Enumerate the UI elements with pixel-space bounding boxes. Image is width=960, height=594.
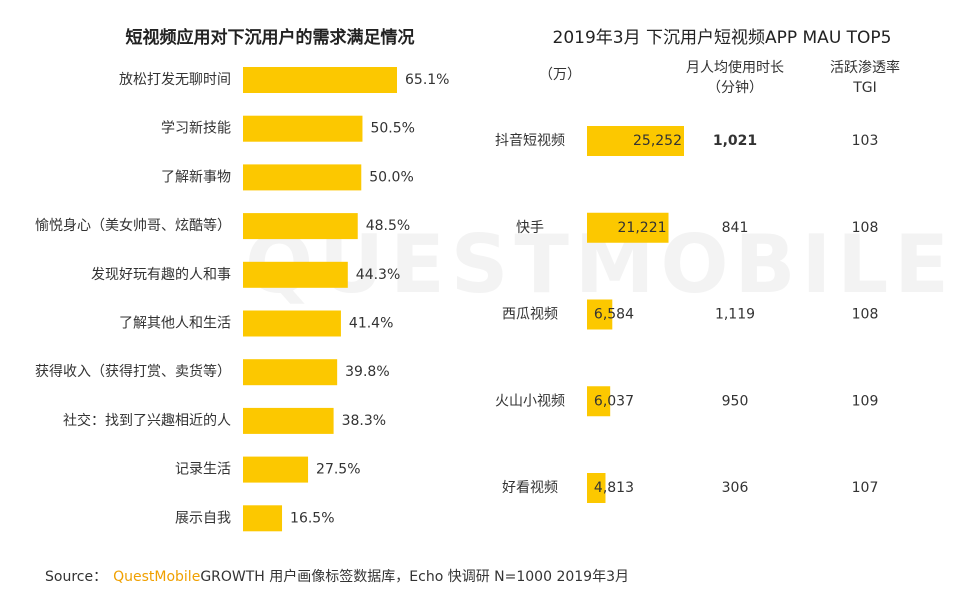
category-label: 展示自我 (175, 510, 231, 526)
value-label: 65.1% (405, 72, 449, 88)
source-brand: QuestMobile (113, 569, 200, 585)
category-label: 获得收入（获得打赏、卖货等） (35, 363, 231, 380)
bar (587, 473, 606, 503)
bar (587, 212, 669, 243)
column-header: 月人均使用时长 (686, 59, 784, 76)
value-label: 27.5% (316, 462, 360, 478)
category-label: 了解其他人和生活 (119, 316, 231, 332)
column-header: 活跃渗透率 (830, 59, 900, 76)
category-label: 学习新技能 (161, 121, 231, 137)
bar (243, 456, 309, 483)
value-label: 50.5% (370, 121, 414, 137)
value-label: 39.8% (345, 364, 389, 380)
chart-title: 短视频应用对下沉用户的需求满足情况 (126, 27, 415, 48)
category-label: 西瓜视频 (502, 307, 558, 323)
value-label: 6,037 (594, 393, 634, 409)
value-label: 16.5% (290, 510, 334, 526)
table-cell: 109 (852, 393, 879, 409)
value-label: 50.0% (369, 169, 413, 185)
category-label: 抖音短视频 (495, 132, 565, 149)
bar (587, 386, 611, 417)
value-label: 41.4% (349, 316, 393, 332)
bar (243, 359, 338, 386)
table-cell: 1,119 (715, 307, 755, 323)
table-cell: 107 (852, 480, 879, 496)
value-label: 4,813 (594, 480, 634, 496)
value-label: 21,221 (618, 220, 667, 236)
unit-label: （万） (539, 67, 581, 83)
category-label: 快手 (516, 220, 544, 236)
bar (243, 505, 283, 532)
category-label: 好看视频 (502, 480, 558, 496)
category-label: 了解新事物 (161, 169, 231, 185)
category-label: 火山小视频 (495, 393, 565, 409)
column-header: TGI (852, 80, 877, 96)
chart-title: 2019年3月 下沉用户短视频APP MAU TOP5 (553, 28, 892, 48)
value-label: 38.3% (342, 413, 386, 429)
bar (243, 310, 341, 337)
source-text: GROWTH 用户画像标签数据库，Echo 快调研 N=1000 2019年3月 (200, 568, 629, 585)
bar (243, 261, 348, 288)
table-cell: 841 (722, 220, 749, 236)
value-label: 44.3% (356, 267, 400, 283)
table-cell: 108 (852, 220, 879, 236)
category-label: 记录生活 (175, 462, 231, 478)
bar (243, 407, 334, 434)
bar (243, 67, 397, 93)
category-label: 社交：找到了兴趣相近的人 (63, 412, 231, 429)
bar (243, 115, 363, 142)
table-cell: 103 (852, 133, 879, 149)
table-cell: 950 (722, 393, 749, 409)
value-label: 25,252 (633, 133, 682, 149)
bar (587, 126, 684, 156)
table-cell: 108 (852, 307, 879, 323)
value-label: 48.5% (366, 218, 410, 234)
bar (243, 164, 362, 191)
bar (243, 213, 358, 240)
value-label: 6,584 (594, 307, 634, 323)
category-label: 发现好玩有趣的人和事 (91, 267, 231, 283)
bar (587, 299, 613, 330)
table-cell: 1,021 (713, 133, 757, 149)
table-cell: 306 (722, 480, 749, 496)
source: Source： QuestMobileGROWTH 用户画像标签数据库，Echo … (45, 568, 629, 585)
category-label: 愉悦身心（美女帅哥、炫酷等） (35, 217, 231, 234)
column-header: （分钟） (707, 79, 763, 96)
source-label: Source： (45, 569, 107, 585)
category-label: 放松打发无聊时间 (119, 71, 231, 88)
